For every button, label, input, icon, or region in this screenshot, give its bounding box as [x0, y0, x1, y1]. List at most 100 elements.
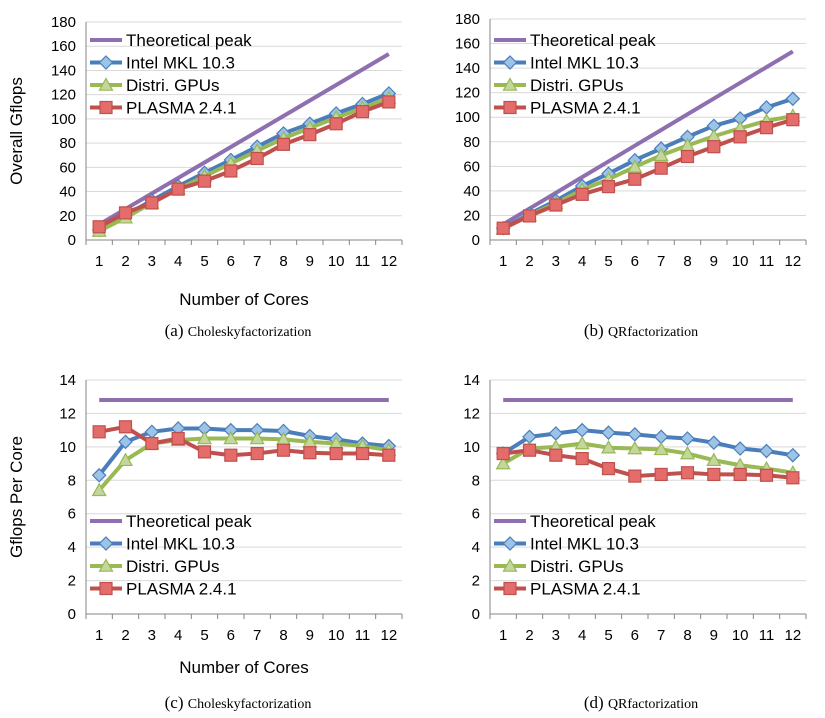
- data-point: [600, 439, 617, 454]
- data-point: [706, 452, 722, 467]
- y-tick-label: 14: [59, 372, 76, 389]
- data-point: [680, 149, 695, 164]
- data-point: [92, 425, 106, 439]
- data-point: [707, 467, 721, 482]
- data-point: [118, 434, 133, 450]
- x-tick-label: 2: [525, 253, 533, 270]
- series-plasma-2-4-1: [496, 113, 800, 235]
- data-point: [653, 147, 669, 162]
- y-tick-label: 60: [463, 158, 480, 175]
- data-point: [627, 426, 643, 442]
- x-tick-label: 11: [355, 253, 371, 270]
- x-tick-label: 6: [227, 627, 235, 644]
- x-tick-label: 1: [95, 253, 103, 270]
- data-point: [355, 446, 370, 461]
- caption-d: (d) QRfactorization: [584, 693, 698, 713]
- x-tick-label: 9: [710, 253, 718, 270]
- data-point: [92, 220, 106, 234]
- x-tick-label: 11: [759, 627, 775, 644]
- x-tick-label: 9: [710, 627, 718, 644]
- data-point: [575, 451, 589, 466]
- y-tick-label: 20: [59, 208, 76, 225]
- caption-d-text: QRfactorization: [607, 697, 699, 712]
- data-point: [733, 130, 747, 144]
- x-axis-title: Number of Cores: [179, 658, 308, 677]
- data-point: [575, 187, 589, 201]
- data-point: [496, 446, 510, 461]
- data-point: [653, 429, 669, 445]
- data-point: [628, 469, 642, 483]
- data-point: [601, 425, 616, 440]
- y-tick-label: 10: [463, 439, 480, 456]
- legend-marker: [99, 100, 113, 115]
- caption-a: (a) Choleskyfactorization: [165, 321, 312, 341]
- data-point: [574, 435, 590, 450]
- data-point: [382, 448, 396, 462]
- x-tick-label: 12: [784, 627, 801, 644]
- x-tick-label: 12: [380, 253, 397, 270]
- y-tick-label: 6: [68, 506, 76, 523]
- series-line: [98, 52, 390, 227]
- legend-marker: [502, 536, 518, 551]
- legend-label: PLASMA 2.4.1: [126, 580, 237, 599]
- caption-a-text: Choleskyfactorization: [187, 325, 312, 340]
- y-tick-label: 120: [51, 87, 76, 104]
- y-tick-label: 100: [455, 109, 480, 126]
- legend-label: PLASMA 2.4.1: [126, 99, 237, 118]
- caption-a-letter: (a): [164, 321, 184, 340]
- y-tick-label: 180: [51, 14, 76, 31]
- legend: Theoretical peak Intel MKL 10.3 Distri. GP…: [494, 31, 656, 118]
- x-tick-label: 10: [328, 627, 345, 644]
- x-tick-label: 4: [578, 627, 586, 644]
- data-point: [522, 443, 537, 457]
- series-plasma-2-4-1: [92, 420, 396, 462]
- y-tick-label: 12: [463, 405, 480, 422]
- series-line: [98, 100, 390, 229]
- caption-c-text: Choleskyfactorization: [187, 697, 312, 712]
- y-tick-label: 2: [472, 573, 480, 590]
- x-tick-label: 4: [174, 627, 182, 644]
- data-point: [250, 446, 264, 461]
- data-point: [496, 221, 510, 235]
- x-tick-label: 8: [683, 253, 691, 270]
- data-point: [303, 446, 317, 460]
- x-tick-label: 11: [759, 253, 775, 270]
- x-tick-label: 10: [732, 627, 749, 644]
- x-tick-label: 3: [148, 253, 156, 270]
- data-point: [224, 164, 238, 178]
- y-tick-label: 0: [68, 232, 76, 249]
- x-axis-title: Number of Cores: [179, 290, 308, 309]
- legend: Theoretical peak Intel MKL 10.3 Distri. GP…: [90, 31, 252, 118]
- y-tick-label: 10: [59, 439, 76, 456]
- y-tick-label: 100: [51, 111, 76, 128]
- data-point: [680, 466, 695, 480]
- data-point: [654, 161, 668, 175]
- data-point: [118, 206, 133, 220]
- legend-label: Theoretical peak: [530, 31, 656, 50]
- legend-label: Theoretical peak: [126, 512, 252, 531]
- x-tick-label: 4: [174, 253, 182, 270]
- data-point: [250, 151, 264, 166]
- data-point: [627, 159, 643, 173]
- data-point: [706, 435, 722, 451]
- legend-marker: [98, 55, 114, 70]
- data-point: [574, 422, 590, 438]
- data-point: [355, 105, 370, 119]
- data-point: [786, 113, 800, 127]
- caption-c: (c) Choleskyfactorization: [165, 693, 312, 713]
- y-tick-label: 160: [51, 38, 76, 55]
- y-tick-label: 20: [463, 207, 480, 224]
- legend-label: Distri. GPUs: [126, 557, 220, 576]
- data-point: [145, 196, 159, 210]
- data-point: [249, 430, 265, 445]
- x-tick-label: 7: [657, 627, 665, 644]
- y-tick-label: 40: [59, 184, 76, 201]
- data-point: [303, 128, 317, 142]
- legend-marker: [503, 581, 517, 596]
- data-point: [785, 91, 801, 107]
- data-point: [786, 471, 800, 485]
- data-point: [197, 174, 212, 188]
- data-point: [628, 172, 642, 186]
